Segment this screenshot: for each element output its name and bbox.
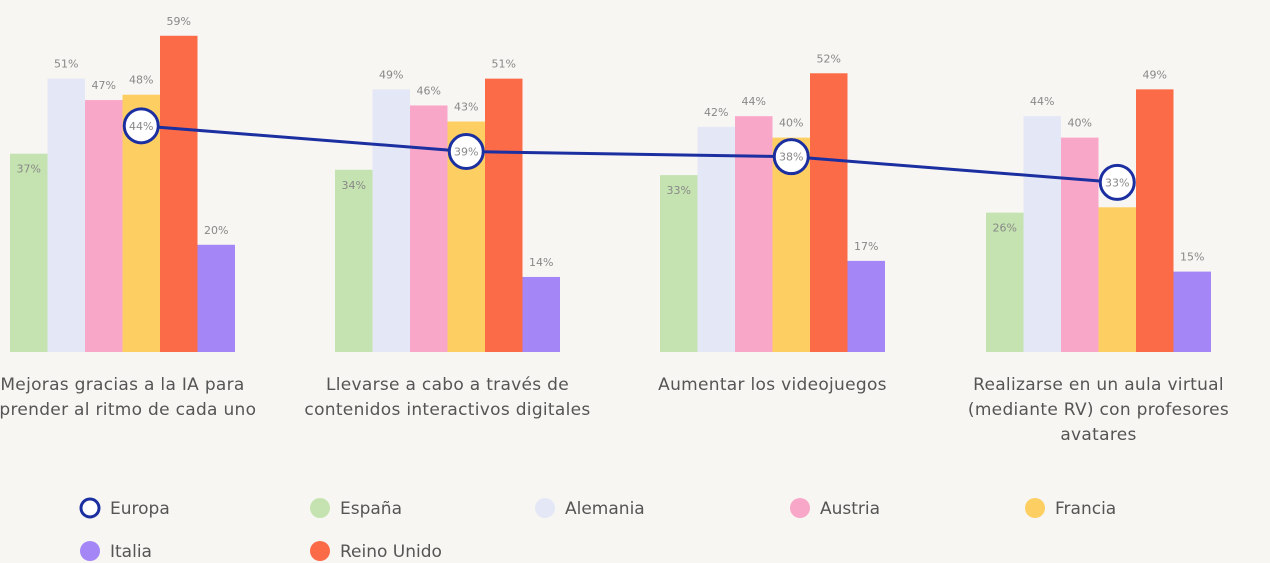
value-label: 40% — [779, 117, 803, 130]
legend-marker — [79, 497, 101, 519]
value-label: 46% — [417, 84, 441, 97]
value-label: 42% — [704, 106, 728, 119]
legend-marker — [80, 541, 100, 561]
category-label: Aumentar los videojuegos — [658, 375, 887, 395]
bar — [1098, 207, 1136, 352]
bar — [10, 153, 48, 352]
category-label: Mejoras gracias a la IA para aprender al… — [0, 375, 257, 420]
line-marker — [122, 107, 160, 145]
bar — [47, 78, 85, 352]
bar — [847, 260, 885, 352]
legend-label: Francia — [1055, 499, 1116, 519]
line — [141, 124, 1118, 184]
legend-label: Alemania — [565, 499, 645, 519]
value-label: 40% — [1068, 117, 1092, 130]
bar — [986, 212, 1024, 352]
bar — [1061, 137, 1099, 352]
bar — [697, 126, 735, 352]
line-marker — [772, 138, 810, 176]
bar — [485, 78, 523, 352]
value-label: 44% — [742, 95, 766, 108]
legend-label: Reino Unido — [340, 542, 442, 562]
legend-marker — [310, 498, 330, 518]
legend-marker — [790, 498, 810, 518]
bar — [372, 89, 410, 353]
value-label: 44% — [1030, 95, 1054, 108]
value-label: 43% — [454, 101, 478, 114]
legend-label: Austria — [820, 499, 880, 519]
legend-marker — [535, 498, 555, 518]
value-label: 39% — [454, 146, 478, 159]
value-label: 37% — [17, 163, 41, 176]
value-label: 33% — [1105, 176, 1129, 189]
bar — [522, 276, 560, 352]
line-marker — [1098, 163, 1136, 201]
value-label: 20% — [204, 224, 228, 237]
value-label: 49% — [379, 68, 403, 81]
legend-label: Europa — [110, 499, 170, 519]
legend-marker — [310, 541, 330, 561]
value-label: 44% — [129, 120, 153, 133]
value-label: 51% — [492, 58, 516, 71]
value-label: 51% — [54, 58, 78, 71]
bar — [810, 73, 848, 352]
line-marker — [447, 133, 485, 171]
value-label: 26% — [993, 222, 1017, 235]
value-label: 48% — [129, 74, 153, 87]
category-label: Llevarse a cabo a través de contenidos i… — [304, 375, 591, 420]
category-label: Realizarse en un aula virtual (mediante … — [967, 375, 1230, 445]
value-label: 34% — [342, 179, 366, 192]
value-label: 38% — [779, 151, 803, 164]
bar — [735, 116, 773, 352]
legend-label: Italia — [110, 542, 152, 562]
value-label: 14% — [529, 256, 553, 269]
value-label: 52% — [817, 52, 841, 65]
bar — [85, 100, 123, 352]
value-label: 49% — [1143, 68, 1167, 81]
bar — [410, 105, 448, 352]
value-label: 47% — [92, 79, 116, 92]
bar — [1136, 89, 1174, 353]
bar — [1023, 116, 1061, 352]
bar — [197, 244, 235, 352]
legend-marker — [1025, 498, 1045, 518]
legend-label: España — [340, 499, 402, 519]
value-label: 17% — [854, 240, 878, 253]
value-label: 59% — [167, 15, 191, 28]
bar — [160, 35, 198, 352]
bar — [335, 169, 373, 352]
bar — [1173, 271, 1211, 352]
value-label: 33% — [667, 184, 691, 197]
value-label: 15% — [1180, 251, 1204, 264]
bar — [660, 175, 698, 352]
